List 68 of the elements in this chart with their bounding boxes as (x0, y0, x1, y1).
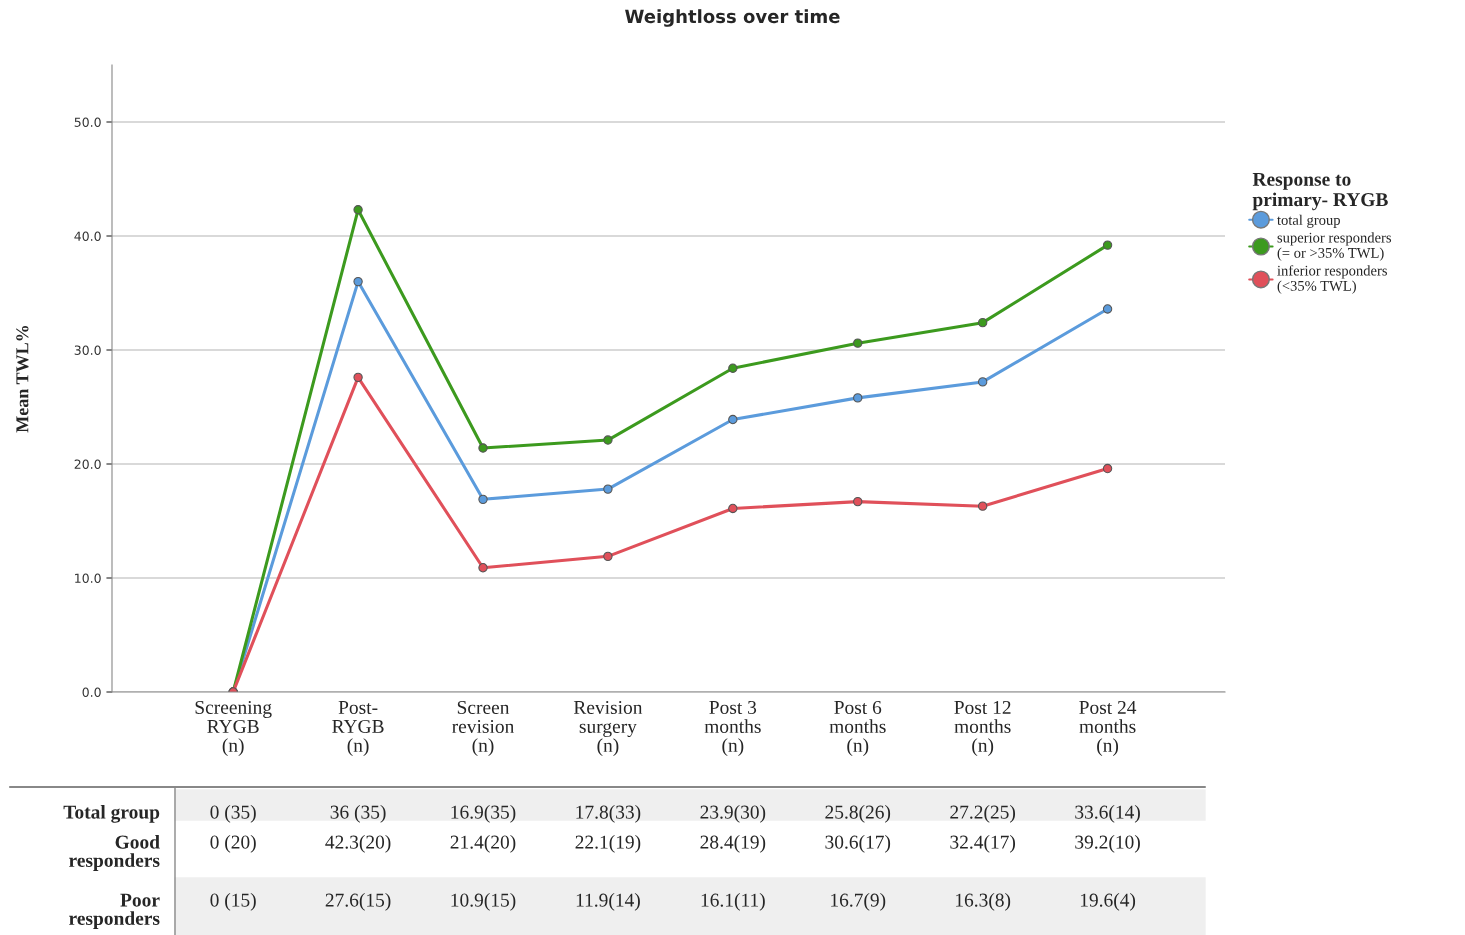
legend-label: superior responders (= or >35% TWL) (1277, 232, 1392, 261)
y-axis-title: Mean TWL% (16, 325, 29, 433)
point (977, 501, 988, 511)
data-label: 21.4(20) (450, 835, 516, 853)
point (353, 205, 363, 215)
point (353, 276, 363, 287)
x-tick-label: Post 12 months (n) (954, 700, 1011, 756)
data-label: 16.1(11) (701, 893, 765, 911)
data-label: 39.2(10) (1075, 835, 1140, 853)
point (1102, 304, 1113, 314)
x-tick-label: Screening RYGB (n) (195, 700, 272, 756)
y-tick-label: 20.0 (74, 459, 101, 469)
point (728, 503, 738, 514)
y-tick-label: 30.0 (74, 345, 101, 355)
data-label: 10.9(15) (451, 893, 516, 911)
chart-title: Weightloss over time (625, 9, 840, 27)
data-label: 0 (35) (210, 805, 256, 823)
data-label: 19.6(4) (1080, 893, 1136, 911)
data-label: 16.3(8) (956, 893, 1011, 911)
data-label: 0 (20) (210, 835, 256, 853)
point (977, 317, 988, 328)
data-label: 27.2(25) (950, 805, 1016, 823)
x-tick-label: Post- RYGB (n) (332, 701, 384, 756)
legend-label: total group (1277, 214, 1340, 228)
point (478, 494, 488, 505)
x-tick-label: Post 24 months (n) (1079, 700, 1137, 756)
x-tick-label: Screen revision (n) (452, 700, 515, 756)
legend-label: inferior responders (<35% TWL) (1277, 265, 1387, 294)
y-tick-label: 50.0 (74, 117, 101, 127)
data-label: 32.4(17) (950, 835, 1016, 853)
point (1102, 463, 1113, 474)
data-label: 36 (35) (330, 805, 386, 823)
text: Good responders (69, 835, 160, 871)
text: Total group (63, 805, 160, 823)
data-label: 30.6(17) (825, 835, 891, 853)
data-label: 16.7(9) (831, 893, 886, 911)
data-label: 42.3(20) (325, 835, 391, 853)
data-label: 23.9(30) (700, 805, 766, 823)
data-label: 28.4(19) (700, 835, 766, 853)
data-label: 11.9(14) (576, 893, 640, 911)
point (603, 551, 613, 562)
point (603, 435, 613, 445)
x-tick-label: Post 6 months (n) (829, 700, 886, 756)
x-tick-label: Post 3 months (n) (704, 700, 761, 756)
point (977, 377, 988, 387)
point (853, 393, 863, 403)
point (853, 338, 863, 348)
point (728, 363, 738, 373)
data-label: 0 (15) (210, 893, 256, 911)
y-tick-label: 0.0 (82, 687, 101, 697)
point (478, 563, 488, 573)
point (478, 443, 488, 453)
point (603, 484, 613, 494)
data-label: 25.8(26) (825, 805, 891, 823)
y-tick-label: 10.0 (75, 573, 101, 583)
point (353, 372, 363, 383)
text: Poor responders (69, 893, 160, 929)
data-label: 22.1(19) (575, 835, 641, 853)
point (728, 414, 738, 425)
point (853, 496, 863, 507)
data-label: 27.6(15) (325, 893, 391, 911)
legend-title: Response to primary- RYGB (1252, 172, 1388, 211)
data-label: 16.9(35) (451, 805, 516, 823)
data-label: 17.8(33) (576, 805, 641, 823)
y-tick-label: 40.0 (74, 231, 101, 241)
point (1102, 240, 1113, 250)
x-tick-label: Revision surgery (n) (573, 700, 643, 756)
data-label: 33.6(14) (1075, 805, 1140, 823)
